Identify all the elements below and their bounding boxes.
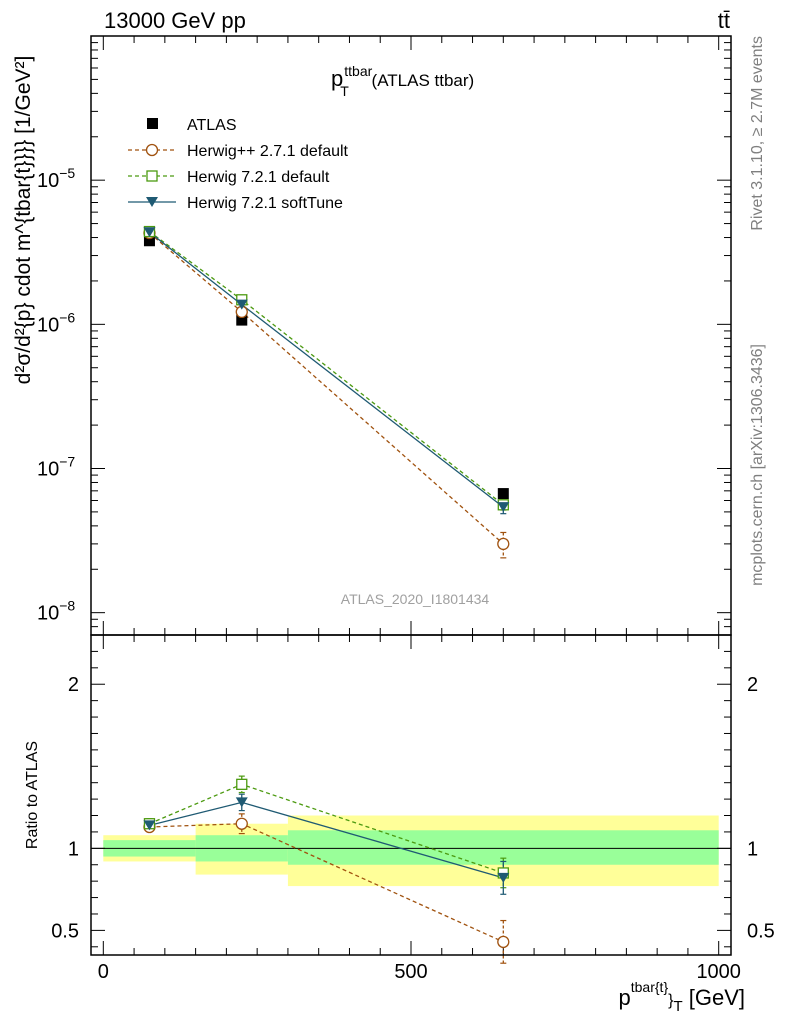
header-left: 13000 GeV pp bbox=[104, 8, 246, 33]
marker-atlas bbox=[497, 488, 509, 500]
legend-marker-atlas bbox=[147, 118, 158, 129]
marker-softtune bbox=[143, 820, 156, 831]
marker-softtune bbox=[497, 502, 510, 513]
legend-marker-herwigpp bbox=[145, 143, 159, 157]
legend-label-atlas: ATLAS bbox=[187, 117, 237, 134]
ratio-series bbox=[143, 775, 510, 964]
mcplots-label: mcplots.cern.ch [arXiv:1306.3436] bbox=[749, 344, 766, 586]
main-title: pttbar T (ATLAS ttbar) bbox=[331, 63, 474, 99]
x-tick-label: 500 bbox=[394, 961, 427, 983]
ratio-ytick-label-right: 1 bbox=[747, 838, 758, 860]
ratio-ytick-label-left: 1 bbox=[68, 838, 79, 860]
main-line-herwig721 bbox=[149, 231, 504, 506]
rivet-label: Rivet 3.1.10, ≥ 2.7M events bbox=[749, 36, 766, 231]
marker-softtune bbox=[143, 227, 156, 238]
marker-softtune bbox=[235, 299, 248, 310]
ratio-ytick-label-left: 0.5 bbox=[51, 920, 79, 942]
watermark: ATLAS_2020_I1801434 bbox=[341, 591, 490, 607]
header-right: tt̄ bbox=[718, 8, 730, 33]
main-ytick-label: 10−8 bbox=[37, 598, 75, 625]
ratio-ytick-label-right: 0.5 bbox=[747, 920, 775, 942]
legend: ATLAS Herwig++ 2.7.1 default Herwig 7.2.… bbox=[128, 117, 349, 212]
legend-marker-herwig721 bbox=[146, 170, 158, 182]
ratio-axis-ticks: 0.5 0.5 1 1 2 2 0 500 1000 bbox=[51, 634, 775, 983]
x-tick-label: 0 bbox=[98, 961, 109, 983]
legend-label-herwig721: Herwig 7.2.1 default bbox=[187, 169, 330, 186]
marker-herwig721 bbox=[236, 778, 248, 790]
main-axis-ticks: 10−8 10−7 10−6 10−5 bbox=[37, 35, 731, 636]
x-axis-label: ptbar{t}}T [GeV] bbox=[619, 979, 746, 1015]
marker-herwigpp bbox=[497, 935, 510, 949]
marker-atlas bbox=[236, 314, 248, 326]
marker-herwigpp bbox=[497, 537, 510, 551]
main-ytick-label: 10−5 bbox=[37, 165, 75, 192]
marker-herwigpp bbox=[235, 817, 248, 830]
main-ytick-label: 10−7 bbox=[37, 454, 75, 481]
main-series bbox=[143, 225, 510, 559]
legend-marker-softtune bbox=[146, 197, 158, 207]
main-line-herwigpp bbox=[149, 232, 504, 545]
main-ytick-label: 10−6 bbox=[37, 309, 75, 336]
legend-label-herwigpp: Herwig++ 2.7.1 default bbox=[187, 143, 349, 160]
marker-softtune bbox=[235, 797, 248, 808]
marker-softtune bbox=[497, 872, 510, 883]
ratio-frame bbox=[90, 634, 732, 956]
main-ylabel: d²σ/d²{p} cdot m^{tbar{t}}}} [1/GeV²] bbox=[12, 56, 35, 385]
ratio-ytick-label-left: 2 bbox=[68, 674, 79, 696]
marker-atlas bbox=[143, 235, 155, 247]
legend-label-softtune: Herwig 7.2.1 softTune bbox=[187, 195, 343, 212]
ratio-ylabel: Ratio to ATLAS bbox=[24, 741, 41, 849]
main-line-softtune bbox=[149, 231, 504, 508]
ratio-ytick-label-right: 2 bbox=[747, 674, 758, 696]
x-tick-label: 1000 bbox=[696, 961, 741, 983]
